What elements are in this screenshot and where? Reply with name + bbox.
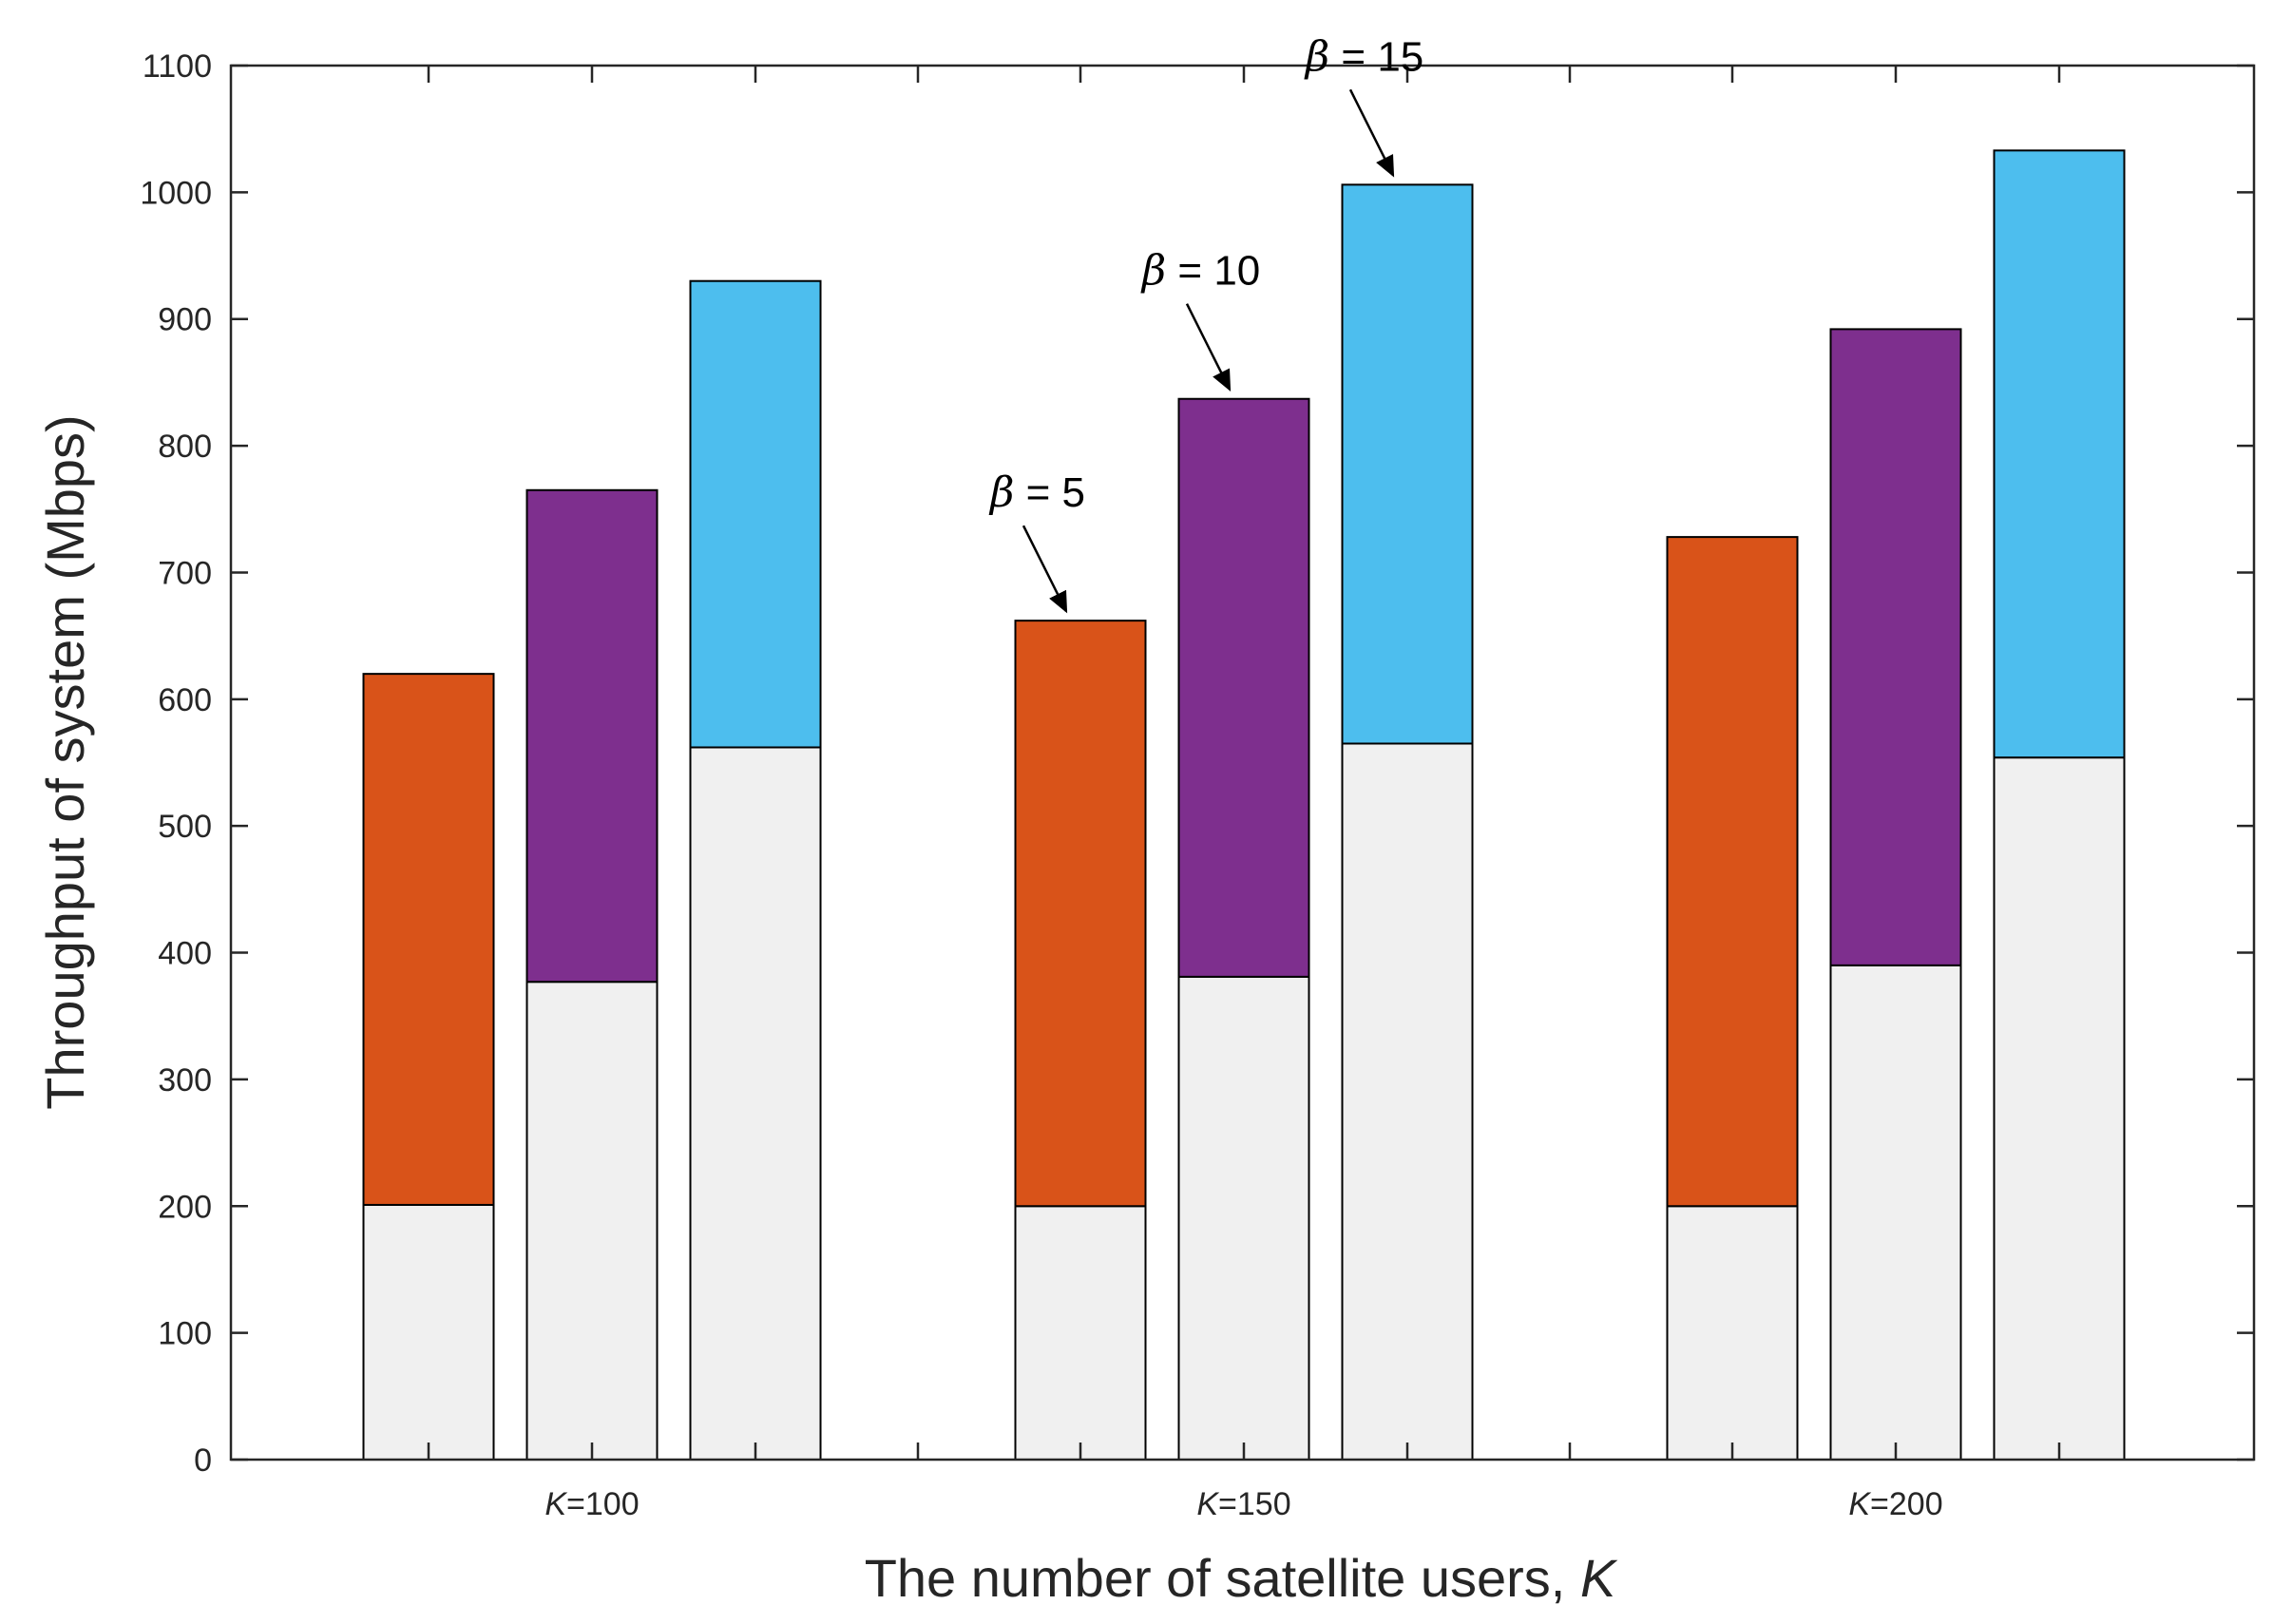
y-tick-label-600: 600 bbox=[158, 682, 212, 718]
x-axis-title-variable: K bbox=[1580, 1548, 1618, 1608]
bar-base-segment-5 bbox=[1341, 742, 1474, 1461]
annotation-arrow-1 bbox=[1185, 303, 1232, 392]
bar-base-segment-3 bbox=[1014, 1205, 1147, 1461]
y-tick-label-500: 500 bbox=[158, 809, 212, 845]
x-group-label-1: K=150 bbox=[1196, 1486, 1290, 1522]
bar-base-segment-1 bbox=[525, 981, 659, 1462]
x-group-label-variable-1: K bbox=[1196, 1486, 1219, 1522]
y-tick-label-100: 100 bbox=[158, 1316, 212, 1352]
bar-top-segment-7 bbox=[1829, 328, 1962, 966]
y-tick-label-800: 800 bbox=[158, 429, 212, 465]
x-axis-title-text: The number of satellite users, bbox=[865, 1548, 1580, 1608]
y-tick-label-0: 0 bbox=[194, 1442, 212, 1479]
annotation-value-1: = 10 bbox=[1166, 248, 1260, 295]
annotation-value-2: = 15 bbox=[1329, 33, 1423, 80]
bar-top-segment-6 bbox=[1666, 536, 1799, 1208]
annotation-symbol-1: β bbox=[1140, 247, 1166, 296]
bar-base-segment-6 bbox=[1666, 1205, 1799, 1461]
y-tick-label-400: 400 bbox=[158, 936, 212, 972]
annotation-label-0: β = 5 bbox=[988, 468, 1085, 517]
bar-base-segment-0 bbox=[362, 1203, 495, 1461]
x-group-label-0: K=100 bbox=[544, 1486, 639, 1522]
bar-top-segment-8 bbox=[1993, 149, 2126, 759]
bar-top-segment-3 bbox=[1014, 620, 1147, 1208]
y-tick-label-1100: 1100 bbox=[143, 48, 212, 85]
x-group-label-value-2: =200 bbox=[1870, 1486, 1943, 1522]
bar-top-segment-4 bbox=[1177, 397, 1310, 978]
bar-top-segment-5 bbox=[1341, 183, 1474, 745]
bar-top-segment-1 bbox=[525, 488, 659, 984]
bar-base-segment-2 bbox=[689, 746, 822, 1461]
x-group-label-variable-0: K bbox=[544, 1486, 567, 1522]
labels-layer: 010020030040050060070080090010001100K=10… bbox=[140, 48, 1942, 1522]
bars-layer bbox=[362, 149, 2126, 1462]
x-group-label-value-0: =100 bbox=[566, 1486, 640, 1522]
y-tick-label-1000: 1000 bbox=[140, 175, 212, 211]
bar-base-segment-8 bbox=[1993, 756, 2126, 1461]
annotation-label-2: β = 15 bbox=[1304, 32, 1424, 81]
bar-base-segment-4 bbox=[1177, 975, 1310, 1461]
x-axis-title: The number of satellite users, K bbox=[865, 1548, 1618, 1608]
bar-top-segment-0 bbox=[362, 673, 495, 1206]
annotation-arrow-2 bbox=[1348, 88, 1395, 178]
annotation-arrow-0 bbox=[1022, 525, 1068, 614]
bar-top-segment-2 bbox=[689, 279, 822, 749]
annotation-symbol-2: β bbox=[1304, 32, 1329, 81]
y-tick-label-900: 900 bbox=[158, 302, 212, 338]
y-tick-label-200: 200 bbox=[158, 1189, 212, 1225]
plot-frame bbox=[229, 64, 2256, 1462]
y-tick-label-300: 300 bbox=[158, 1062, 212, 1099]
y-tick-label-700: 700 bbox=[158, 555, 212, 591]
x-group-label-2: K=200 bbox=[1848, 1486, 1942, 1522]
annotation-label-1: β = 10 bbox=[1140, 247, 1261, 296]
x-group-label-value-1: =150 bbox=[1218, 1486, 1291, 1522]
annotations-layer: β = 5β = 10β = 15 bbox=[988, 32, 1424, 614]
annotation-value-0: = 5 bbox=[1014, 469, 1085, 516]
bar-base-segment-7 bbox=[1829, 964, 1962, 1461]
annotation-symbol-0: β bbox=[988, 468, 1014, 517]
y-axis-title: Throughput of system (Mbps) bbox=[35, 414, 95, 1109]
x-group-label-variable-2: K bbox=[1848, 1486, 1871, 1522]
